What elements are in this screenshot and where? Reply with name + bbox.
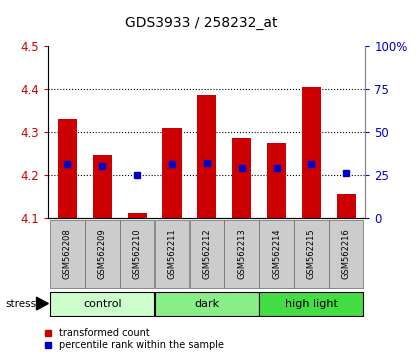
Bar [50, 292, 155, 315]
Bar [155, 292, 259, 315]
Bar [329, 220, 363, 288]
Polygon shape [37, 297, 48, 310]
Text: control: control [83, 298, 122, 309]
Text: transformed count: transformed count [59, 329, 150, 338]
Bar [337, 194, 356, 218]
Text: percentile rank within the sample: percentile rank within the sample [59, 340, 224, 350]
Bar [197, 95, 216, 218]
Bar [163, 127, 181, 218]
Bar [232, 138, 251, 218]
Text: GSM562211: GSM562211 [168, 229, 176, 279]
Text: GSM562216: GSM562216 [342, 229, 351, 279]
Text: GSM562210: GSM562210 [133, 229, 142, 279]
Text: GSM562215: GSM562215 [307, 229, 316, 279]
Text: dark: dark [194, 298, 219, 309]
Bar [128, 213, 147, 218]
Bar [267, 143, 286, 218]
Text: GSM562213: GSM562213 [237, 229, 246, 279]
Text: GSM562208: GSM562208 [63, 229, 72, 279]
Bar [259, 220, 294, 288]
Bar [93, 155, 112, 218]
Bar [120, 220, 155, 288]
Bar [50, 220, 85, 288]
Text: stress: stress [5, 298, 36, 309]
Text: GSM562212: GSM562212 [202, 229, 211, 279]
Bar [294, 220, 328, 288]
Text: high light: high light [285, 298, 338, 309]
Bar [189, 220, 224, 288]
Bar [155, 220, 189, 288]
Text: GSM562209: GSM562209 [98, 229, 107, 279]
Text: GDS3933 / 258232_at: GDS3933 / 258232_at [125, 16, 278, 30]
Text: GSM562214: GSM562214 [272, 229, 281, 279]
Bar [85, 220, 120, 288]
Bar [302, 87, 321, 218]
Bar [58, 119, 77, 218]
Bar [224, 220, 259, 288]
Bar [259, 292, 363, 315]
